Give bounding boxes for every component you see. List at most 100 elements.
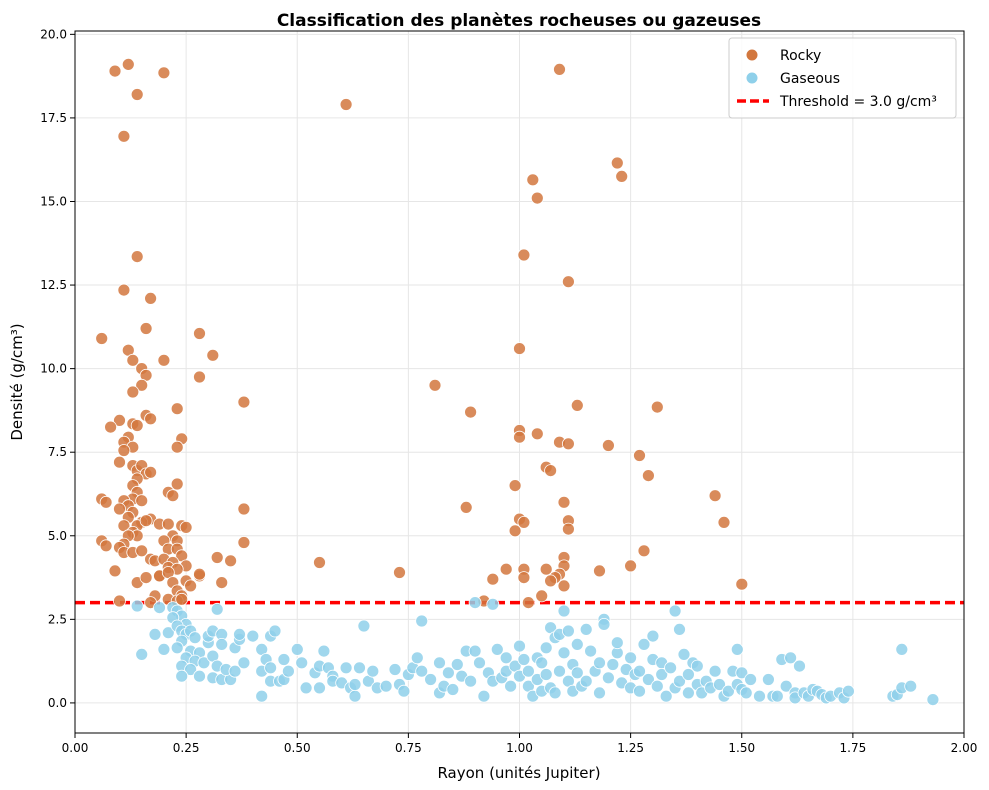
- gaseous-point: [339, 661, 353, 675]
- y-axis-label: Densité (g/cm³): [8, 323, 26, 440]
- gaseous-point: [713, 678, 726, 691]
- gaseous-point: [557, 604, 571, 618]
- rocky-point: [193, 370, 206, 384]
- rocky-point: [517, 248, 531, 262]
- rocky-point: [237, 536, 251, 549]
- rocky-point: [113, 594, 126, 608]
- gaseous-point: [682, 686, 695, 700]
- rocky-point: [637, 544, 651, 558]
- rocky-point: [139, 514, 153, 528]
- x-axis-label: Rayon (unités Jupiter): [437, 764, 600, 782]
- gaseous-point: [579, 674, 593, 688]
- gaseous-point: [633, 664, 646, 678]
- rocky-point: [499, 562, 513, 576]
- gaseous-point: [397, 684, 411, 698]
- gaseous-point: [175, 669, 189, 683]
- gaseous-point: [210, 602, 224, 616]
- y-axis-ticks: 0.0 2.5 5.0 7.5 10.0 12.5 15.0 17.5 20.0: [40, 27, 75, 710]
- rocky-point: [513, 342, 526, 356]
- rocky-point: [650, 400, 664, 414]
- rocky-point: [170, 402, 184, 416]
- gaseous-point: [464, 674, 478, 688]
- gaseous-point: [188, 631, 202, 645]
- legend-label-threshold: Threshold = 3.0 g/cm³: [779, 94, 937, 110]
- y-tick-label: 17.5: [40, 111, 67, 125]
- gaseous-point: [410, 651, 424, 665]
- gaseous-point: [317, 644, 331, 658]
- rocky-point: [553, 63, 566, 76]
- rocky-point: [113, 455, 126, 469]
- gaseous-point: [677, 648, 691, 661]
- rocky-point: [508, 479, 522, 493]
- gaseous-point: [473, 656, 486, 670]
- x-tick-label: 0.25: [173, 741, 200, 755]
- rocky-point: [642, 469, 655, 483]
- gaseous-point: [730, 643, 744, 656]
- y-tick-label: 15.0: [40, 194, 67, 208]
- y-tick-label: 2.5: [48, 612, 67, 626]
- gaseous-point: [353, 661, 366, 675]
- x-tick-label: 1.50: [728, 741, 755, 755]
- rocky-point: [215, 576, 229, 589]
- gaseous-point: [602, 671, 615, 685]
- legend-marker-rocky: [745, 48, 759, 62]
- gaseous-point: [762, 673, 775, 686]
- gaseous-point: [668, 604, 682, 618]
- rocky-point: [522, 596, 535, 609]
- rocky-point: [557, 579, 571, 593]
- gaseous-point: [215, 638, 229, 651]
- gaseous-point: [130, 599, 144, 613]
- gaseous-point: [539, 668, 553, 681]
- legend-marker-gaseous: [745, 71, 759, 85]
- gaseous-point: [673, 674, 686, 688]
- gaseous-point: [290, 643, 304, 656]
- gaseous-point: [357, 619, 371, 633]
- gaseous-point: [148, 628, 162, 641]
- rocky-point: [562, 275, 575, 289]
- rocky-point: [193, 567, 206, 581]
- rocky-point: [459, 500, 473, 514]
- gaseous-point: [664, 661, 677, 675]
- gaseous-point: [708, 664, 722, 678]
- rocky-point: [161, 517, 175, 531]
- rocky-point: [95, 332, 109, 345]
- gaseous-point: [446, 683, 460, 696]
- rocky-point: [633, 449, 646, 462]
- rocky-point: [144, 465, 158, 479]
- gaseous-point: [673, 623, 686, 636]
- gaseous-point: [579, 623, 593, 636]
- gaseous-point: [424, 673, 438, 686]
- rocky-point: [517, 516, 531, 529]
- gaseous-point: [477, 689, 491, 703]
- y-tick-label: 0.0: [48, 696, 67, 710]
- gaseous-point: [197, 656, 211, 670]
- gaseous-point: [770, 689, 784, 703]
- rocky-point: [210, 551, 224, 564]
- gaseous-point: [513, 639, 526, 653]
- gaseous-point: [793, 659, 806, 673]
- x-axis-ticks: 0.00 0.25 0.50 0.75 1.00 1.25 1.50 1.75 2.00: [62, 733, 977, 755]
- rocky-point: [593, 564, 606, 578]
- rocky-point: [513, 430, 526, 444]
- gaseous-point: [246, 629, 260, 643]
- gaseous-point: [388, 663, 402, 676]
- gaseous-point: [535, 656, 549, 670]
- rocky-point: [104, 420, 117, 434]
- y-tick-label: 7.5: [48, 445, 67, 459]
- rocky-point: [610, 156, 624, 170]
- rocky-point: [428, 378, 442, 392]
- gaseous-point: [655, 668, 669, 681]
- rocky-point: [135, 378, 149, 392]
- gaseous-point: [255, 689, 269, 703]
- gaseous-point: [299, 681, 313, 695]
- gaseous-point: [610, 636, 624, 650]
- gaseous-point: [161, 626, 175, 640]
- rocky-point: [126, 353, 140, 367]
- rocky-point: [99, 495, 113, 509]
- rocky-point: [170, 440, 184, 454]
- gaseous-point: [366, 664, 380, 678]
- x-tick-label: 1.00: [506, 741, 533, 755]
- gaseous-point: [557, 646, 571, 660]
- gaseous-point: [593, 656, 606, 670]
- gaseous-point: [468, 596, 482, 609]
